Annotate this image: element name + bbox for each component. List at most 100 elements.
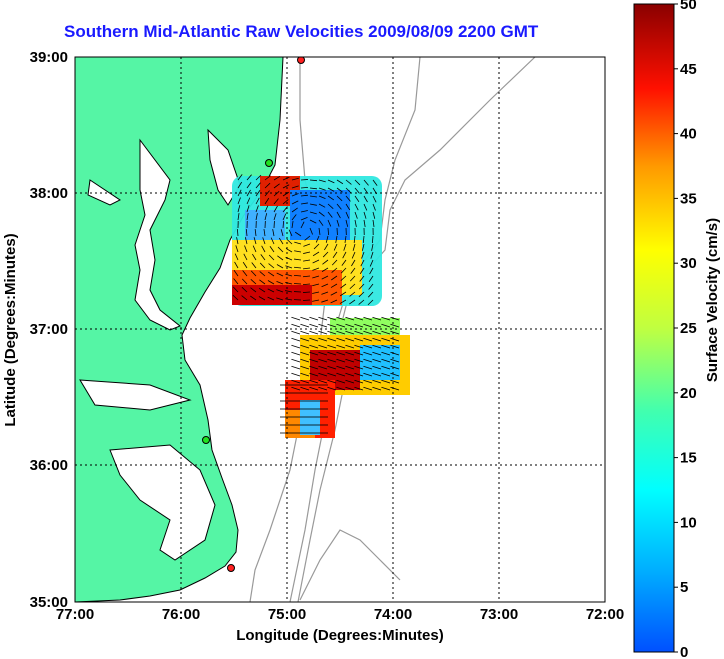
velocity-arrow (282, 213, 287, 221)
velocity-arrow (300, 351, 310, 356)
velocity-arrow (291, 358, 301, 363)
velocity-arrow (300, 316, 310, 321)
velocity-arrow (345, 379, 355, 384)
velocity-arrow (331, 259, 338, 266)
velocity-arrow (294, 241, 302, 245)
velocity-arrow (381, 316, 391, 321)
velocity-arrow (327, 379, 337, 384)
velocity-arrow (309, 365, 319, 370)
velocity-arrow (361, 243, 365, 251)
velocity-arrow (300, 194, 308, 197)
velocity-arrow (258, 287, 266, 293)
velocity-arrow (345, 337, 355, 342)
velocity-arrow (259, 279, 266, 285)
velocity-arrow (237, 181, 243, 189)
velocity-arrow (294, 250, 302, 253)
velocity-arrow (309, 386, 319, 391)
velocity-arrow (318, 203, 326, 208)
velocity-arrow (381, 386, 391, 391)
velocity-arrow (302, 275, 311, 278)
velocity-arrow (263, 229, 266, 237)
velocity-arrow (246, 213, 249, 221)
velocity-arrow (243, 253, 248, 261)
velocity-arrow (363, 344, 373, 349)
velocity-arrow (309, 187, 317, 190)
velocity-arrow (291, 221, 294, 229)
velocity-arrow (285, 290, 293, 293)
velocity-arrow (345, 386, 355, 391)
velocity-arrow (349, 275, 356, 282)
velocity-arrow (315, 235, 320, 243)
velocity-arrow (318, 227, 321, 235)
velocity-arrow (363, 323, 373, 328)
velocity-arrow (354, 344, 364, 349)
velocity-arrow (255, 190, 261, 197)
station-marker (227, 564, 235, 572)
velocity-arrow (252, 253, 257, 261)
velocity-arrow (246, 197, 251, 205)
velocity-arrow (258, 296, 266, 301)
velocity-arrow (362, 235, 365, 244)
velocity-arrow (273, 175, 281, 181)
velocity-arrow (372, 179, 378, 186)
velocity-arrow (327, 187, 335, 192)
velocity-arrow (235, 245, 239, 253)
velocity-arrow (300, 344, 310, 349)
velocity-arrow (288, 229, 293, 237)
x-tick-label: 75:00 (268, 606, 306, 623)
velocity-arrow (300, 337, 310, 342)
y-tick-label: 38:00 (30, 185, 68, 202)
velocity-arrow (291, 193, 299, 197)
velocity-arrow (313, 243, 320, 250)
velocity-arrow (291, 379, 301, 384)
velocity-arrow (340, 267, 347, 274)
velocity-arrow (336, 219, 340, 227)
velocity-arrow (303, 267, 311, 270)
velocity-arrow (264, 182, 271, 189)
velocity-arrow (345, 372, 355, 377)
velocity-arrow (241, 286, 248, 293)
velocity-arrow (327, 358, 337, 363)
y-tick-label: 39:00 (30, 49, 68, 66)
velocity-arrow (318, 323, 328, 328)
velocity-arrow (285, 265, 293, 269)
velocity-arrow (286, 238, 293, 245)
velocity-arrow (390, 323, 400, 328)
velocity-arrow (264, 205, 269, 213)
velocity-arrow (336, 344, 346, 349)
velocity-arrow (309, 211, 317, 215)
colorbar (633, 3, 675, 653)
velocity-arrow (264, 197, 270, 205)
velocity-arrow (363, 337, 373, 342)
velocity-arrow (270, 237, 275, 245)
velocity-arrow (251, 262, 257, 269)
station-marker (265, 159, 273, 167)
velocity-arrow (345, 365, 355, 370)
velocity-arrow (273, 190, 280, 197)
velocity-arrow (372, 372, 382, 377)
velocity-arrow (363, 372, 373, 377)
velocity-arrow (232, 286, 239, 293)
velocity-arrow (291, 386, 301, 391)
velocity-arrow (363, 365, 373, 370)
velocity-arrow (241, 278, 248, 285)
velocity-arrow (358, 299, 365, 305)
velocity-arrow (276, 289, 284, 293)
velocity-arrow (336, 337, 346, 342)
velocity-arrow (318, 358, 328, 363)
velocity-arrow (276, 264, 284, 269)
velocity-arrow (333, 243, 338, 251)
velocity-arrow (282, 176, 290, 181)
velocity-arrow (372, 337, 382, 342)
velocity-arrow (367, 291, 374, 298)
velocity-arrow (294, 231, 302, 237)
velocity-arrow (327, 211, 333, 218)
colorbar-tick-label: 45 (680, 61, 697, 78)
velocity-arrow (273, 205, 278, 213)
velocity-arrow (276, 272, 284, 277)
velocity-arrow (242, 261, 248, 269)
velocity-arrow (327, 227, 330, 236)
velocity-arrow (267, 271, 275, 277)
velocity-arrow (354, 219, 357, 227)
velocity-arrow (371, 243, 374, 251)
